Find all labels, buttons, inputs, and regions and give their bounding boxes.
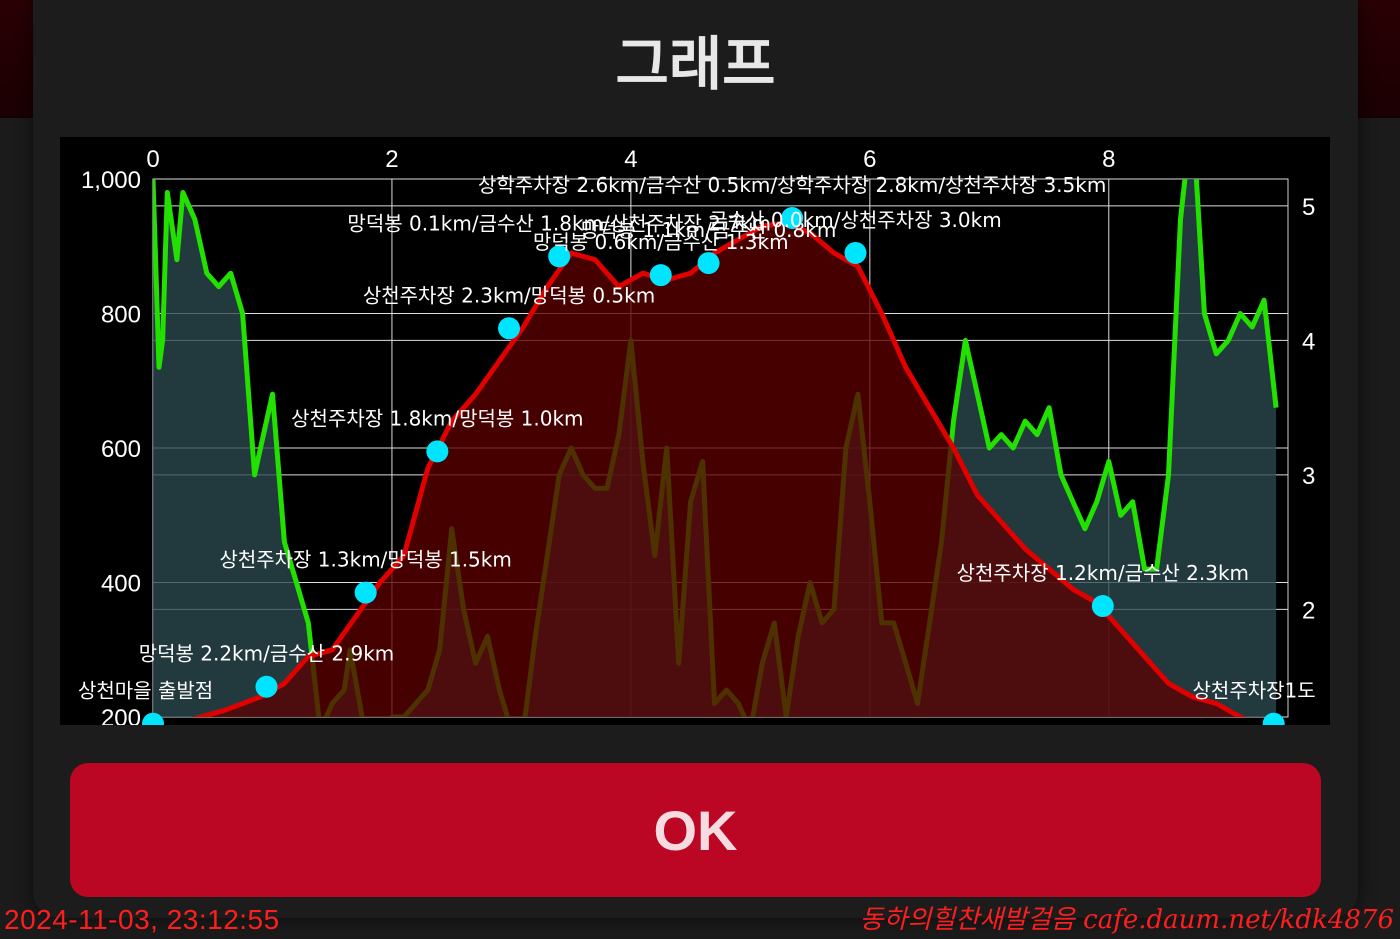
x-tick-label: 6: [863, 146, 876, 173]
elevation-series-area: [153, 222, 1277, 717]
waypoint-label: 상천주차장 1.2km/금수산 2.3km: [957, 561, 1249, 585]
y-left-tick-label: 600: [101, 436, 141, 463]
waypoint-label: 상천주차장1도: [1193, 679, 1316, 703]
waypoint-marker: [426, 440, 449, 463]
waypoint-marker: [1091, 595, 1114, 618]
y-left-tick-label: 1,000: [81, 167, 141, 194]
waypoint-label: 상천마을 출발점: [78, 679, 213, 703]
ok-button-label: OK: [653, 798, 738, 862]
y-left-tick-label: 800: [101, 302, 141, 329]
y-right-tick-label: 5: [1302, 194, 1315, 221]
waypoint-label: 금수산 0.0km/상천주차장 3.0km: [709, 208, 1001, 232]
waypoint-marker: [844, 241, 867, 264]
y-right-tick-label: 4: [1302, 328, 1315, 355]
waypoint-marker: [354, 581, 377, 604]
waypoint-marker: [498, 317, 521, 340]
waypoint-marker: [1262, 712, 1285, 725]
y-left-tick-label: 400: [101, 571, 141, 598]
waypoint-marker: [697, 252, 720, 275]
watermark: 동하의힐찬새발걸음 cafe.daum.net/kdk4876: [859, 905, 1394, 935]
y-right-tick-label: 3: [1302, 463, 1315, 490]
waypoint-label: 상천주차장 1.8km/망덕봉 1.0km: [291, 406, 583, 430]
waypoint-label: 망덕봉 0.1km/금수산 1.8km/상천주차장 2.7km: [347, 211, 771, 235]
ok-button[interactable]: OK: [70, 763, 1321, 897]
waypoint-label: 망덕봉 0.6km/금수산 1.3km: [533, 230, 789, 254]
y-right-tick-label: 2: [1302, 597, 1315, 624]
waypoint-label: 망덕봉 2.2km/금수산 2.9km: [139, 642, 395, 666]
y-left-tick-label: 200: [101, 705, 141, 725]
waypoint-marker: [142, 712, 164, 725]
waypoint-marker: [649, 264, 672, 287]
x-tick-label: 8: [1102, 146, 1115, 173]
dialog-title: 그래프: [615, 30, 776, 98]
waypoint-label: 상천주차장 2.3km/망덕봉 0.5km: [363, 283, 655, 307]
timestamp: 2024-11-03, 23:12:55: [4, 904, 280, 935]
x-tick-label: 0: [146, 146, 159, 173]
x-tick-label: 2: [385, 146, 398, 173]
x-tick-label: 4: [624, 146, 637, 173]
waypoint-marker: [255, 675, 278, 698]
waypoint-marker: [781, 207, 804, 230]
waypoint-marker: [548, 245, 571, 268]
waypoint-label: 상학주차장 2.6km/금수산 0.5km/상학주차장 2.8km/상천주차장 …: [478, 173, 1106, 197]
waypoint-label: 상천주차장 1.3km/망덕봉 1.5km: [219, 548, 511, 572]
